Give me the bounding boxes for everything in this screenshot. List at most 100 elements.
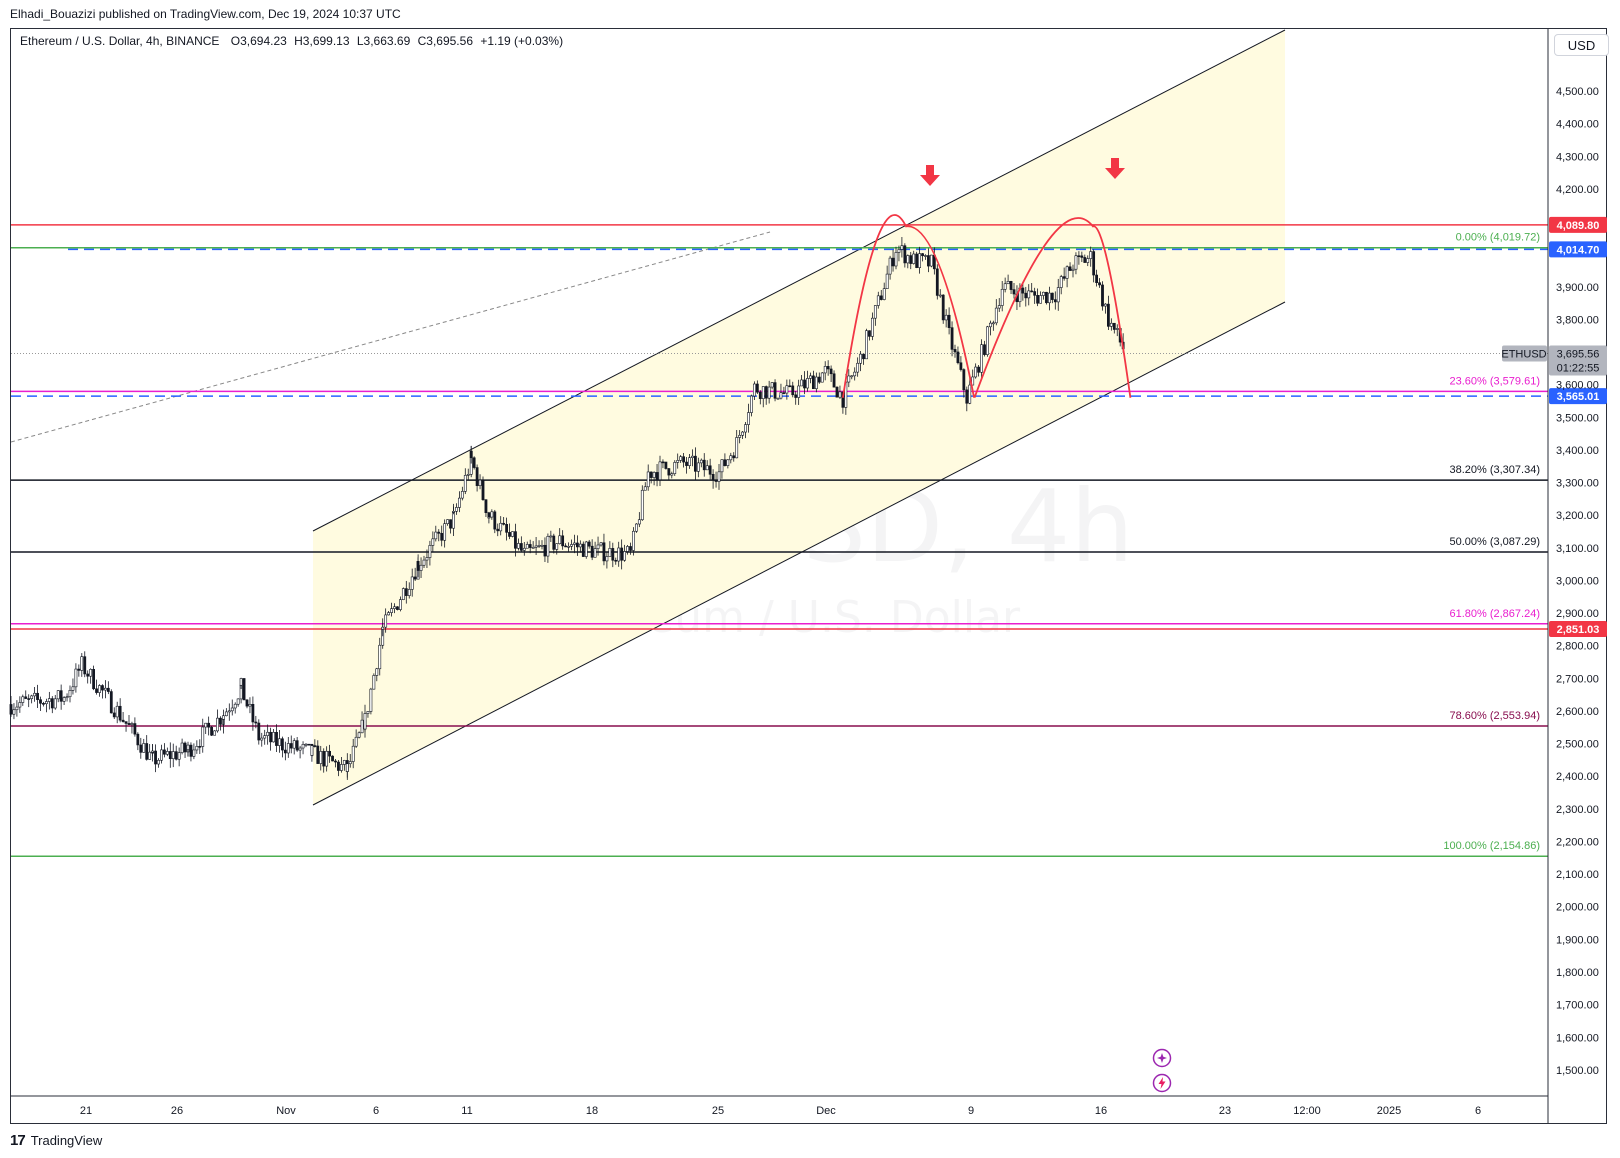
last-price-tag: 3,695.56: [1557, 348, 1600, 360]
candle-body: [372, 675, 376, 690]
candle-body: [219, 717, 222, 725]
candle-body: [319, 751, 323, 764]
candle-body: [189, 744, 193, 757]
candle-body: [590, 545, 594, 558]
y-tick-label: 1,500.00: [1556, 1065, 1599, 1077]
candle-body: [741, 431, 745, 436]
candle-body: [696, 462, 700, 472]
candle-body: [640, 489, 644, 521]
flash-icon[interactable]: [1152, 1073, 1172, 1093]
candle-body: [717, 471, 721, 482]
y-tick-label: 2,200.00: [1556, 836, 1599, 848]
y-tick-label: 3,100.00: [1556, 543, 1599, 555]
candle-body: [419, 564, 423, 571]
candle-body: [791, 385, 795, 396]
candle-body: [947, 314, 951, 328]
candle-body: [398, 599, 402, 610]
candle-body: [307, 743, 311, 746]
candle-body: [1033, 291, 1037, 296]
candle-body: [481, 479, 485, 500]
candle-body: [540, 544, 544, 547]
down-arrow-icon: [920, 165, 940, 186]
candle-body: [522, 547, 526, 551]
candle-body: [390, 608, 393, 613]
candle-body: [959, 362, 963, 370]
candle-body: [634, 523, 638, 532]
candle-body: [145, 743, 149, 760]
candle-body: [410, 576, 414, 590]
tradingview-logo-icon[interactable]: 17: [10, 1132, 26, 1149]
candle-body: [720, 459, 724, 473]
price-tag-label: 2,851.03: [1557, 624, 1600, 636]
candle-body: [986, 326, 989, 355]
channel-upper-line: [312, 29, 1286, 532]
candle-body: [767, 386, 771, 399]
candle-body: [109, 691, 113, 714]
candle-body: [437, 531, 441, 534]
candle-body: [469, 450, 473, 459]
candle-body: [997, 305, 1001, 309]
candle-body: [652, 472, 656, 478]
currency-button[interactable]: USD: [1554, 34, 1609, 56]
candle-body: [207, 722, 211, 728]
candle-body: [587, 541, 591, 547]
candle-body: [322, 751, 326, 767]
candle-body: [24, 696, 28, 699]
candle-body: [213, 730, 216, 736]
candle-body: [738, 434, 742, 438]
candle-body: [1053, 299, 1057, 303]
candle-body: [611, 548, 615, 561]
candle-body: [543, 544, 547, 557]
y-tick-label: 3,800.00: [1556, 314, 1599, 326]
add-alert-icon[interactable]: [1152, 1048, 1172, 1068]
candle-body: [313, 745, 317, 747]
candle-body: [1042, 291, 1045, 296]
candle-body: [894, 252, 898, 267]
candle-body: [605, 556, 609, 562]
candle-body: [1092, 251, 1096, 276]
candle-body: [251, 703, 255, 723]
candle-body: [260, 737, 264, 741]
candle-body: [1101, 284, 1104, 307]
candle-body: [165, 751, 169, 755]
candle-body: [924, 255, 927, 257]
candle-body: [614, 559, 618, 562]
candle-body: [617, 547, 621, 562]
candle-body: [1098, 282, 1101, 286]
candle-body: [325, 750, 329, 767]
candle-body: [463, 475, 467, 492]
candle-body: [578, 543, 582, 548]
candle-body: [599, 542, 603, 546]
candle-body: [528, 544, 532, 548]
candle-body: [216, 717, 219, 732]
candle-body: [446, 519, 450, 524]
candle-body: [227, 710, 231, 713]
candle-body: [856, 362, 860, 373]
candle-body: [637, 519, 641, 525]
fib-label: 23.60% (3,579.61): [1449, 375, 1540, 387]
price-tag-label: 4,089.80: [1557, 220, 1600, 232]
candle-body: [909, 255, 913, 264]
candle-body: [496, 528, 500, 532]
candle-body: [661, 461, 665, 464]
candle-body: [519, 543, 523, 551]
candle-body: [47, 698, 51, 702]
candle-body: [65, 696, 69, 699]
candle-body: [487, 516, 491, 519]
candle-body: [127, 723, 131, 725]
legend-change: +1.19 (+0.03%): [480, 34, 564, 48]
candle-body: [564, 545, 568, 548]
candle-body: [832, 373, 836, 388]
candle-body: [233, 703, 237, 709]
candle-body: [148, 751, 152, 760]
candle-body: [705, 465, 709, 471]
candle-body: [62, 697, 66, 702]
publisher-header: Elhadi_Bouazizi published on TradingView…: [10, 7, 401, 21]
candle-body: [573, 542, 576, 545]
candle-body: [711, 474, 715, 481]
x-tick-label: 21: [80, 1105, 92, 1117]
candle-body: [452, 512, 455, 529]
candle-body: [1077, 255, 1081, 258]
candle-body: [280, 738, 284, 751]
